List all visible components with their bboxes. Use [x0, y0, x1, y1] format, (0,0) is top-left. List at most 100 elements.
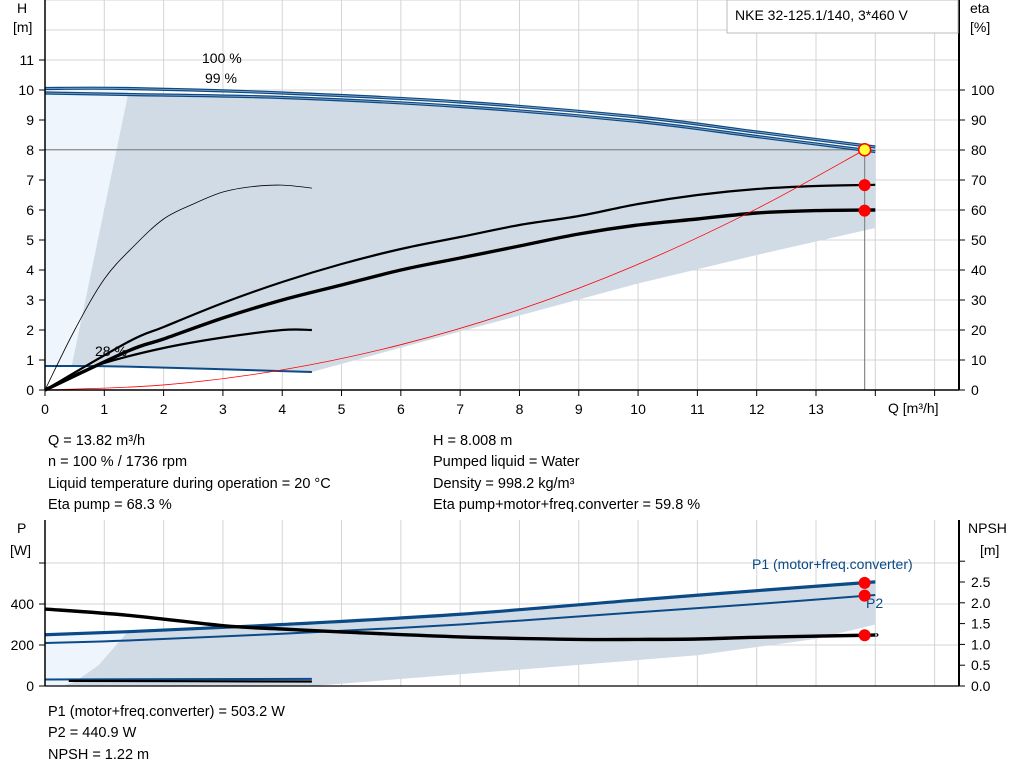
title-box	[726, 0, 959, 34]
h-tick-label: 2	[26, 322, 34, 338]
annotation-100: 100 %	[202, 50, 242, 66]
head-curve-highlight-0	[44, 87, 876, 148]
h-tick-label: 8	[26, 142, 34, 158]
p1-point	[858, 576, 871, 589]
q-tick-label: 12	[749, 401, 765, 417]
eta-tick-label: 70	[971, 172, 987, 188]
q-tick-label: 9	[575, 401, 583, 417]
h-tick-label: 0	[26, 382, 34, 398]
eta-curve-5	[44, 184, 312, 391]
power-area-light	[45, 631, 129, 686]
p-tick-label: 200	[11, 637, 35, 653]
h-tick-label: 11	[19, 52, 34, 68]
eta-tick-label: 80	[971, 142, 987, 158]
h-tick-label: 1	[26, 352, 34, 368]
npsh-tick-label: 2.5	[971, 574, 991, 590]
q-tick-label: 0	[41, 401, 49, 417]
npsh-tick-label: 0.5	[971, 657, 991, 673]
q-tick-label: 5	[338, 401, 346, 417]
bottom-axes: 0 200 400 0.0 0.5 1.0 1.5 2.0 2.5	[11, 520, 991, 694]
h-tick-label: 3	[26, 292, 34, 308]
eta-tick-label: 20	[971, 322, 987, 338]
eta-pump-point	[858, 179, 871, 192]
h-tick-label: 5	[26, 232, 34, 248]
power-curve-1	[44, 593, 876, 644]
p-axis-label: P	[17, 520, 26, 536]
npsh-axis-label: NPSH	[968, 520, 1007, 536]
duty-point	[857, 143, 872, 157]
eta-tick-label: 10	[971, 352, 987, 368]
h-tick-label: 4	[26, 262, 34, 278]
top-axes: 0 1 2 3 4 5 6 7 8 9 10 11 12 130123456789101101020304…	[18, 0, 995, 417]
head-curve-highlight-1	[44, 92, 876, 152]
eta-tick-label: 60	[971, 202, 987, 218]
npsh-tick-label: 1.0	[971, 636, 991, 652]
eta-curve-4	[44, 208, 876, 392]
bottom-curves	[44, 580, 879, 683]
q-tick-label: 11	[690, 401, 705, 417]
h-axis-label: H	[17, 0, 27, 16]
info-left: Q = 13.82 m³/h n = 100 % / 1736 rpm Liqu…	[48, 431, 331, 516]
info-q: Q = 13.82 m³/h	[48, 433, 146, 449]
q-tick-label: 4	[278, 401, 286, 417]
q-tick-label: 13	[808, 401, 824, 417]
power-curve-0	[44, 580, 876, 637]
info-right: H = 8.008 m Pumped liquid = Water Densit…	[433, 431, 700, 516]
npsh-axis-unit: [m]	[980, 542, 999, 558]
p2-label: P2	[866, 595, 883, 611]
q-tick-label: 1	[100, 401, 108, 417]
info-bottom: P1 (motor+freq.converter) = 503.2 W P2 =…	[48, 702, 285, 766]
q-tick-label: 2	[160, 401, 168, 417]
info-npsh: NPSH = 1.22 m	[48, 746, 150, 763]
info-eta-pump: Eta pump = 68.3 %	[48, 496, 172, 513]
q-tick-label: 8	[516, 401, 524, 417]
duty-points	[857, 143, 872, 642]
annotation-28: 28 %	[95, 343, 127, 359]
info-temp: Liquid temperature during operation = 20…	[48, 475, 331, 492]
eta-tick-label: 100	[971, 82, 995, 98]
power-curve-3	[44, 677, 312, 681]
h-tick-label: 6	[26, 202, 34, 218]
p1-label: P1 (motor+freq.converter)	[752, 556, 913, 572]
eta-axis-label: eta	[970, 0, 990, 16]
info-h: H = 8.008 m	[433, 433, 513, 449]
power-area-dark	[62, 581, 876, 686]
eta-tick-label: 90	[971, 112, 987, 128]
eta-curve-6	[44, 328, 312, 391]
h-tick-label: 10	[18, 82, 34, 98]
npsh-point	[858, 629, 871, 642]
npsh-curve-2	[44, 607, 879, 642]
eta-tick-label: 50	[971, 232, 987, 248]
q-tick-label: 6	[397, 401, 405, 417]
info-n: n = 100 % / 1736 rpm	[48, 454, 188, 471]
p-tick-label: 400	[11, 596, 35, 612]
h-tick-label: 9	[26, 112, 34, 128]
p2-point	[858, 589, 871, 602]
chart-title: NKE 32-125.1/140, 3*460 V	[735, 7, 908, 23]
npsh-tick-label: 1.5	[971, 616, 991, 632]
p-tick-label: 0	[26, 678, 34, 694]
q-tick-label: 3	[219, 401, 227, 417]
eta-tick-label: 30	[971, 292, 987, 308]
info-density: Density = 998.2 kg/m³	[433, 475, 575, 492]
info-p2: P2 = 440.9 W	[48, 725, 137, 742]
power-curve-4	[68, 679, 312, 683]
h-tick-label: 7	[26, 172, 34, 188]
npsh-tick-label: 0.0	[971, 678, 991, 694]
eta-curve-3	[44, 183, 876, 391]
q-axis-label: Q [m³/h]	[888, 400, 939, 416]
info-eta-total: Eta pump+motor+freq.converter = 59.8 %	[433, 496, 701, 513]
bottom-operating-area	[45, 581, 876, 686]
eta-tick-label: 40	[971, 262, 987, 278]
npsh-tick-label: 2.0	[971, 595, 991, 611]
info-liquid: Pumped liquid = Water	[433, 454, 580, 471]
system-curve-7	[44, 149, 865, 391]
h-axis-unit: [m]	[13, 19, 32, 35]
eta-tick-label: 0	[971, 382, 979, 398]
q-tick-label: 7	[456, 401, 464, 417]
eta-total-point	[858, 204, 871, 217]
operating-area-light	[45, 88, 129, 366]
q-tick-label: 10	[630, 401, 646, 417]
annotation-99: 99 %	[205, 70, 237, 86]
